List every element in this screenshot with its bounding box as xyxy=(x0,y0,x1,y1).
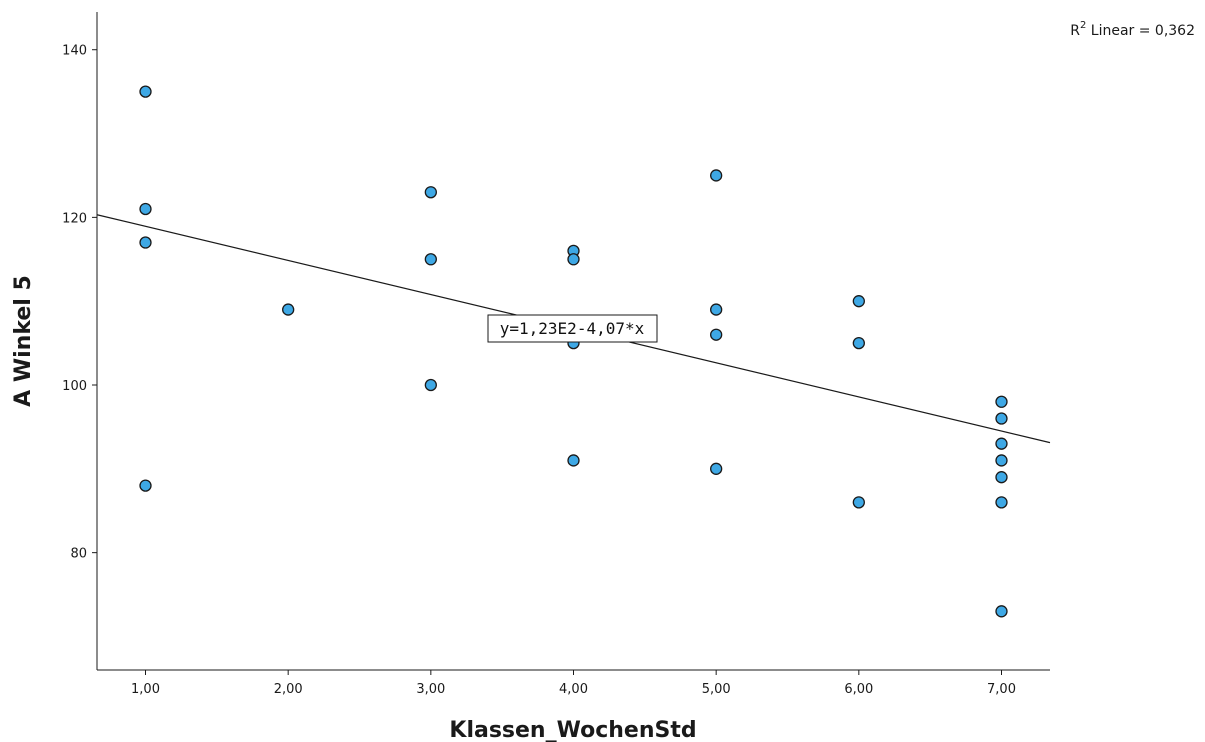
x-tick-label: 2,00 xyxy=(274,682,303,697)
data-point xyxy=(995,496,1008,509)
fit-equation-frame xyxy=(487,314,658,343)
data-point xyxy=(852,336,865,350)
data-point xyxy=(139,479,152,492)
data-point xyxy=(424,378,437,392)
data-point xyxy=(424,186,437,199)
data-point xyxy=(710,462,723,475)
data-point xyxy=(995,395,1008,408)
data-point xyxy=(995,471,1008,484)
x-tick-label: 7,00 xyxy=(987,682,1016,697)
data-points xyxy=(139,85,1008,618)
data-point xyxy=(995,437,1008,450)
data-point xyxy=(852,295,865,308)
data-point xyxy=(710,169,723,182)
r2-label-prefix: R xyxy=(1070,23,1080,39)
data-point xyxy=(567,454,580,467)
x-axis-title: Klassen_WochenStd xyxy=(449,718,696,742)
y-ticks: 80 100 120 140 xyxy=(62,44,97,562)
data-point xyxy=(567,253,580,266)
x-ticks: 1,00 2,00 3,00 4,00 5,00 6,00 7,00 xyxy=(131,670,1016,697)
y-axis-title: A Winkel 5 xyxy=(11,275,36,407)
r2-label-value: Linear = 0,362 xyxy=(1086,23,1195,39)
fit-equation-box: y=1,23E2-4,07*x xyxy=(487,314,658,343)
x-tick-label: 1,00 xyxy=(131,682,160,697)
data-point xyxy=(710,303,723,316)
data-point xyxy=(424,253,437,266)
y-tick-label: 140 xyxy=(62,44,87,59)
x-tick-label: 3,00 xyxy=(416,682,445,697)
data-point xyxy=(852,496,865,509)
x-tick-label: 5,00 xyxy=(702,682,731,697)
data-point xyxy=(995,605,1008,618)
data-point xyxy=(995,412,1008,425)
x-tick-label: 4,00 xyxy=(559,682,588,697)
data-point xyxy=(139,202,152,216)
y-tick-label: 120 xyxy=(62,211,87,226)
fit-equation-label: y=1,23E2-4,07*x xyxy=(500,319,645,338)
y-tick-label: 100 xyxy=(62,379,87,394)
data-point xyxy=(995,454,1008,467)
data-point xyxy=(710,328,723,341)
data-point xyxy=(139,236,152,249)
data-point xyxy=(282,303,295,316)
data-point xyxy=(139,85,152,98)
r2-label-superscript: 2 xyxy=(1080,20,1086,31)
r2-label: R2 Linear = 0,362 xyxy=(1070,20,1195,39)
x-tick-label: 6,00 xyxy=(844,682,873,697)
y-tick-label: 80 xyxy=(70,547,87,562)
